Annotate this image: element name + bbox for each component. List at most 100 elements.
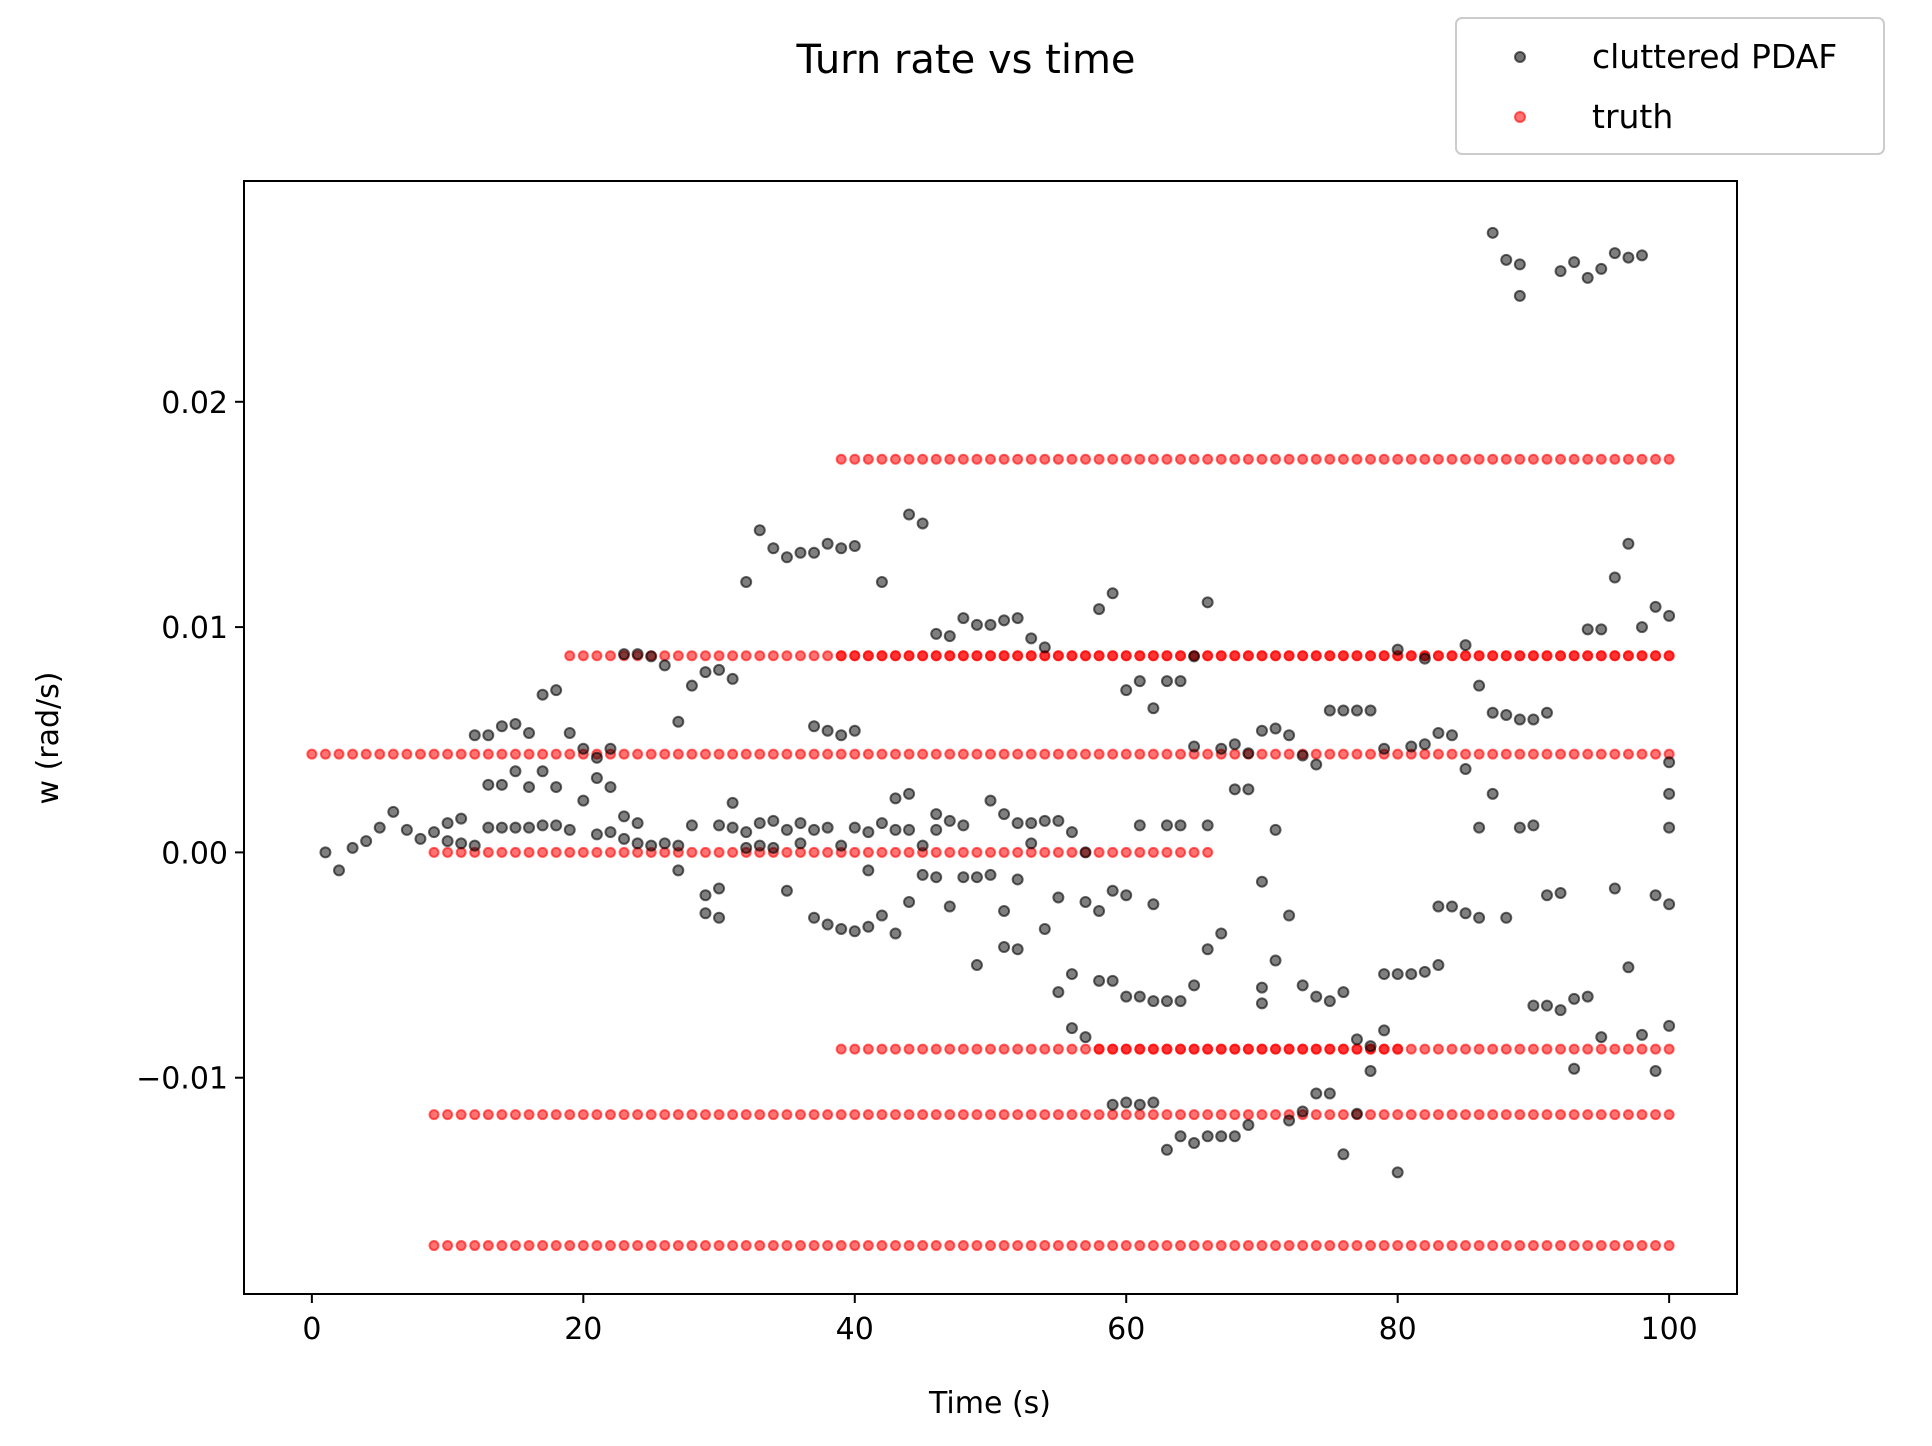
pdaf-point xyxy=(455,812,468,825)
pdaf-point xyxy=(875,576,888,589)
pdaf-point xyxy=(1378,968,1391,981)
pdaf-point xyxy=(441,817,454,830)
truth-point xyxy=(1256,1043,1268,1055)
pdaf-point xyxy=(509,717,522,730)
truth-point xyxy=(998,650,1010,662)
truth-point xyxy=(347,748,359,760)
truth-point xyxy=(1324,650,1336,662)
truth-point xyxy=(889,1109,901,1121)
truth-point xyxy=(414,748,426,760)
pdaf-point xyxy=(1283,1114,1296,1127)
pdaf-point xyxy=(970,959,983,972)
pdaf-point xyxy=(1038,814,1051,827)
pdaf-point xyxy=(1473,679,1486,692)
pdaf-point xyxy=(1025,632,1038,645)
pdaf-point xyxy=(1635,249,1648,262)
truth-point xyxy=(1270,748,1282,760)
truth-point xyxy=(1039,846,1051,858)
truth-point xyxy=(523,1240,535,1252)
pdaf-point xyxy=(1405,968,1418,981)
pdaf-point xyxy=(1296,979,1309,992)
truth-point xyxy=(442,748,454,760)
pdaf-point xyxy=(1242,1119,1255,1132)
truth-point xyxy=(1392,1240,1404,1252)
truth-point xyxy=(577,650,589,662)
truth-point xyxy=(1419,1240,1431,1252)
truth-point xyxy=(1270,1043,1282,1055)
truth-point xyxy=(903,846,915,858)
pdaf-point xyxy=(1364,1040,1377,1053)
pdaf-point xyxy=(984,794,997,807)
truth-point xyxy=(1080,1109,1092,1121)
pdaf-point xyxy=(495,778,508,791)
truth-point xyxy=(1446,1043,1458,1055)
pdaf-point xyxy=(468,839,481,852)
truth-point xyxy=(1066,1043,1078,1055)
truth-point xyxy=(822,1109,834,1121)
pdaf-point xyxy=(455,837,468,850)
truth-point xyxy=(1283,1043,1295,1055)
pdaf-point xyxy=(835,839,848,852)
pdaf-point xyxy=(1255,981,1268,994)
truth-point xyxy=(1622,1109,1634,1121)
truth-point xyxy=(1202,1043,1214,1055)
pdaf-point xyxy=(1283,909,1296,922)
pdaf-point xyxy=(1174,675,1187,688)
truth-point xyxy=(1568,453,1580,465)
pdaf-point xyxy=(1228,738,1241,751)
pdaf-point xyxy=(1174,1130,1187,1143)
pdaf-point xyxy=(1554,265,1567,278)
pdaf-point xyxy=(1011,817,1024,830)
truth-point xyxy=(862,1240,874,1252)
truth-point xyxy=(1134,453,1146,465)
pdaf-point xyxy=(998,614,1011,627)
truth-point xyxy=(835,748,847,760)
pdaf-point xyxy=(1242,747,1255,760)
truth-point xyxy=(1039,1109,1051,1121)
truth-point xyxy=(699,846,711,858)
truth-point xyxy=(496,748,508,760)
truth-point xyxy=(1025,1043,1037,1055)
truth-point xyxy=(1460,1240,1472,1252)
truth-point xyxy=(1555,748,1567,760)
truth-point xyxy=(1405,1043,1417,1055)
truth-point xyxy=(889,748,901,760)
pdaf-point xyxy=(631,648,644,661)
pdaf-point xyxy=(1147,702,1160,715)
pdaf-point xyxy=(699,666,712,679)
legend-marker-cluttered xyxy=(1514,51,1526,63)
x-tick-label: 0 xyxy=(302,1312,321,1347)
pdaf-point xyxy=(1568,992,1581,1005)
truth-point xyxy=(849,453,861,465)
truth-point xyxy=(1120,1043,1132,1055)
pdaf-point xyxy=(1255,997,1268,1010)
pdaf-point xyxy=(1473,821,1486,834)
pdaf-point xyxy=(1391,643,1404,656)
truth-point xyxy=(1500,1109,1512,1121)
truth-point xyxy=(754,650,766,662)
pdaf-point xyxy=(360,835,373,848)
pdaf-point xyxy=(984,618,997,631)
truth-point xyxy=(1365,1109,1377,1121)
pdaf-point xyxy=(1120,889,1133,902)
pdaf-point xyxy=(1120,684,1133,697)
truth-point xyxy=(1446,1109,1458,1121)
truth-point xyxy=(469,1240,481,1252)
truth-point xyxy=(1405,1109,1417,1121)
legend-label-cluttered: cluttered PDAF xyxy=(1592,37,1837,76)
truth-point xyxy=(428,1240,440,1252)
truth-point xyxy=(957,1240,969,1252)
pdaf-point xyxy=(509,765,522,778)
pdaf-point xyxy=(1486,706,1499,719)
truth-point xyxy=(835,1043,847,1055)
truth-point xyxy=(971,650,983,662)
truth-point xyxy=(1432,453,1444,465)
pdaf-point xyxy=(523,781,536,794)
truth-point xyxy=(1555,650,1567,662)
y-tick-label: 0.00 xyxy=(161,836,228,871)
pdaf-point xyxy=(1649,600,1662,613)
truth-point xyxy=(1175,846,1187,858)
truth-point xyxy=(917,650,929,662)
pdaf-point xyxy=(1581,271,1594,284)
pdaf-point xyxy=(1622,537,1635,550)
